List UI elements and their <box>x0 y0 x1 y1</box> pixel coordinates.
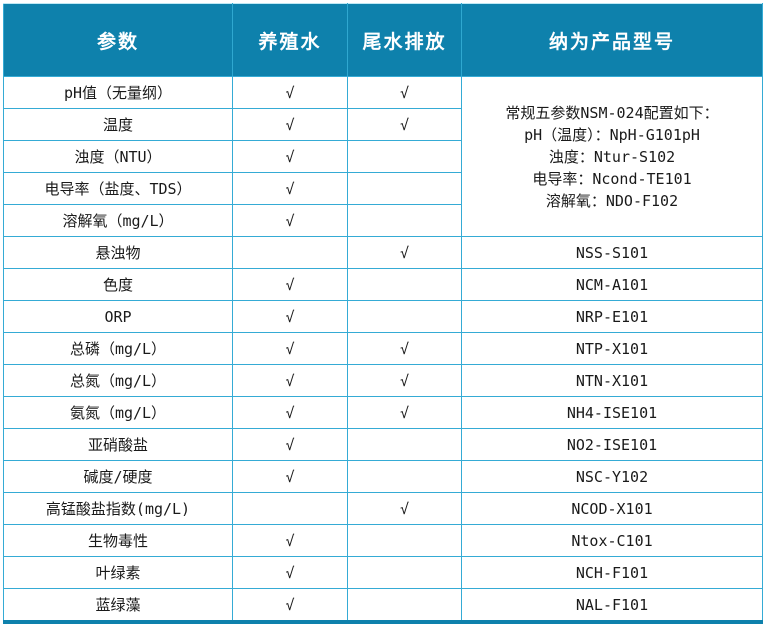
param-cell: 高锰酸盐指数(mg/L) <box>3 492 233 525</box>
aquaculture-check-cell: √ <box>232 172 348 205</box>
table-row: 温度 √ √ <box>3 108 763 141</box>
table-row: 叶绿素 √ NCH-F101 <box>3 556 763 589</box>
model-cell: NO2-ISE101 <box>461 428 763 461</box>
param-cell: 碱度/硬度 <box>3 460 233 493</box>
discharge-check-cell <box>347 268 462 301</box>
parameter-product-table: 参数 养殖水 尾水排放 纳为产品型号 pH值（无量纲） √ √ 常规五参数NSM… <box>3 3 763 624</box>
discharge-check-cell: √ <box>347 396 462 429</box>
aquaculture-check-cell: √ <box>232 556 348 589</box>
table-row: 悬浊物 √ NSS-S101 <box>3 236 763 269</box>
aquaculture-check-cell: √ <box>232 204 348 237</box>
col-header-aquaculture-water: 养殖水 <box>232 3 348 77</box>
note-line: 常规五参数NSM-024配置如下： <box>505 103 719 122</box>
param-cell: 悬浊物 <box>3 236 233 269</box>
col-header-tail-water-discharge: 尾水排放 <box>347 3 462 77</box>
discharge-check-cell: √ <box>347 332 462 365</box>
model-cell: NCM-A101 <box>461 268 763 301</box>
aquaculture-check-cell: √ <box>232 364 348 397</box>
param-cell: 生物毒性 <box>3 524 233 557</box>
param-cell: pH值（无量纲） <box>3 76 233 109</box>
table-row: pH值（无量纲） √ √ 常规五参数NSM-024配置如下： pH（温度）：Np… <box>3 76 763 237</box>
table-row: 浊度（NTU） √ <box>3 140 763 173</box>
aquaculture-check-cell: √ <box>232 396 348 429</box>
param-cell: 蓝绿藻 <box>3 588 233 623</box>
discharge-check-cell <box>347 524 462 557</box>
aquaculture-check-cell: √ <box>232 268 348 301</box>
discharge-check-cell <box>347 172 462 205</box>
table-row: 总磷（mg/L） √ √ NTP-X101 <box>3 332 763 365</box>
table-row: 高锰酸盐指数(mg/L) √ NCOD-X101 <box>3 492 763 525</box>
aquaculture-check-cell: √ <box>232 588 348 623</box>
table-row: 溶解氧（mg/L） √ <box>3 204 763 237</box>
discharge-check-cell: √ <box>347 76 462 109</box>
table-row: 色度 √ NCM-A101 <box>3 268 763 301</box>
param-cell: 色度 <box>3 268 233 301</box>
note-line: pH（温度）：NpH-G101pH <box>524 125 700 144</box>
discharge-check-cell <box>347 588 462 623</box>
discharge-check-cell: √ <box>347 364 462 397</box>
note-line: 电导率：Ncond-TE101 <box>532 169 692 188</box>
param-cell: 总磷（mg/L） <box>3 332 233 365</box>
col-header-product-model: 纳为产品型号 <box>461 3 763 77</box>
model-cell: NSC-Y102 <box>461 460 763 493</box>
header-row: 参数 养殖水 尾水排放 纳为产品型号 <box>3 3 763 77</box>
note-line: 浊度：Ntur-S102 <box>548 147 676 166</box>
aquaculture-check-cell: √ <box>232 300 348 333</box>
discharge-check-cell <box>347 428 462 461</box>
aquaculture-check-cell <box>232 236 348 269</box>
aquaculture-check-cell: √ <box>232 460 348 493</box>
model-cell: NTP-X101 <box>461 332 763 365</box>
table-row: 蓝绿藻 √ NAL-F101 <box>3 588 763 623</box>
discharge-check-cell <box>347 300 462 333</box>
aquaculture-check-cell: √ <box>232 76 348 109</box>
aquaculture-check-cell: √ <box>232 428 348 461</box>
model-cell: NCH-F101 <box>461 556 763 589</box>
param-cell: 溶解氧（mg/L） <box>3 204 233 237</box>
model-cell: NTN-X101 <box>461 364 763 397</box>
table-row: 电导率（盐度、TDS） √ <box>3 172 763 205</box>
aquaculture-check-cell <box>232 492 348 525</box>
discharge-check-cell <box>347 140 462 173</box>
note-line: 溶解氧：NDO-F102 <box>545 191 679 210</box>
discharge-check-cell: √ <box>347 492 462 525</box>
discharge-check-cell <box>347 204 462 237</box>
aquaculture-check-cell: √ <box>232 140 348 173</box>
discharge-check-cell: √ <box>347 236 462 269</box>
model-cell: NAL-F101 <box>461 588 763 623</box>
param-cell: 浊度（NTU） <box>3 140 233 173</box>
model-cell: NCOD-X101 <box>461 492 763 525</box>
param-cell: 叶绿素 <box>3 556 233 589</box>
col-header-parameter: 参数 <box>3 3 233 77</box>
table-row: 氨氮（mg/L） √ √ NH4-ISE101 <box>3 396 763 429</box>
product-config-note-cell: 常规五参数NSM-024配置如下： pH（温度）：NpH-G101pH 浊度：N… <box>461 76 763 237</box>
discharge-check-cell <box>347 556 462 589</box>
model-cell: NSS-S101 <box>461 236 763 269</box>
param-cell: 总氮（mg/L） <box>3 364 233 397</box>
table-row: ORP √ NRP-E101 <box>3 300 763 333</box>
model-cell: Ntox-C101 <box>461 524 763 557</box>
aquaculture-check-cell: √ <box>232 332 348 365</box>
table-row: 总氮（mg/L） √ √ NTN-X101 <box>3 364 763 397</box>
param-cell: 亚硝酸盐 <box>3 428 233 461</box>
table-row: 亚硝酸盐 √ NO2-ISE101 <box>3 428 763 461</box>
table-row: 生物毒性 √ Ntox-C101 <box>3 524 763 557</box>
model-cell: NRP-E101 <box>461 300 763 333</box>
aquaculture-check-cell: √ <box>232 108 348 141</box>
discharge-check-cell <box>347 460 462 493</box>
model-cell: NH4-ISE101 <box>461 396 763 429</box>
discharge-check-cell: √ <box>347 108 462 141</box>
param-cell: 电导率（盐度、TDS） <box>3 172 233 205</box>
aquaculture-check-cell: √ <box>232 524 348 557</box>
param-cell: 温度 <box>3 108 233 141</box>
table-row: 碱度/硬度 √ NSC-Y102 <box>3 460 763 493</box>
param-cell: 氨氮（mg/L） <box>3 396 233 429</box>
param-cell: ORP <box>3 300 233 333</box>
